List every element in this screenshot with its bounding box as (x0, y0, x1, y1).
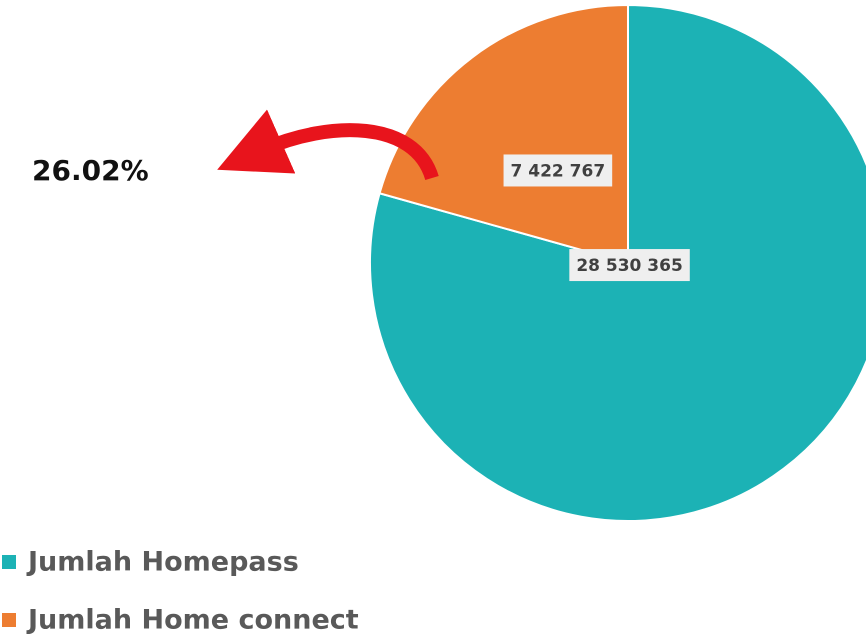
pie-slice (378, 3, 629, 265)
value-label: 28 530 365 (576, 256, 682, 276)
value-label: 7 422 767 (511, 161, 606, 181)
annotation: 26.02% (32, 154, 149, 187)
legend-label: Jumlah Homepass (26, 547, 299, 578)
value-label-bg (503, 154, 613, 187)
value-label-bg (569, 249, 690, 282)
labels: 28 530 365 7 422 767 (503, 154, 690, 282)
legend-swatch (2, 613, 16, 627)
legend-swatch (2, 555, 16, 569)
annotation-arrow (217, 109, 439, 181)
legend-label: Jumlah Home connect (26, 605, 359, 636)
legend: Jumlah Homepass Jumlah Home connect (2, 547, 359, 636)
